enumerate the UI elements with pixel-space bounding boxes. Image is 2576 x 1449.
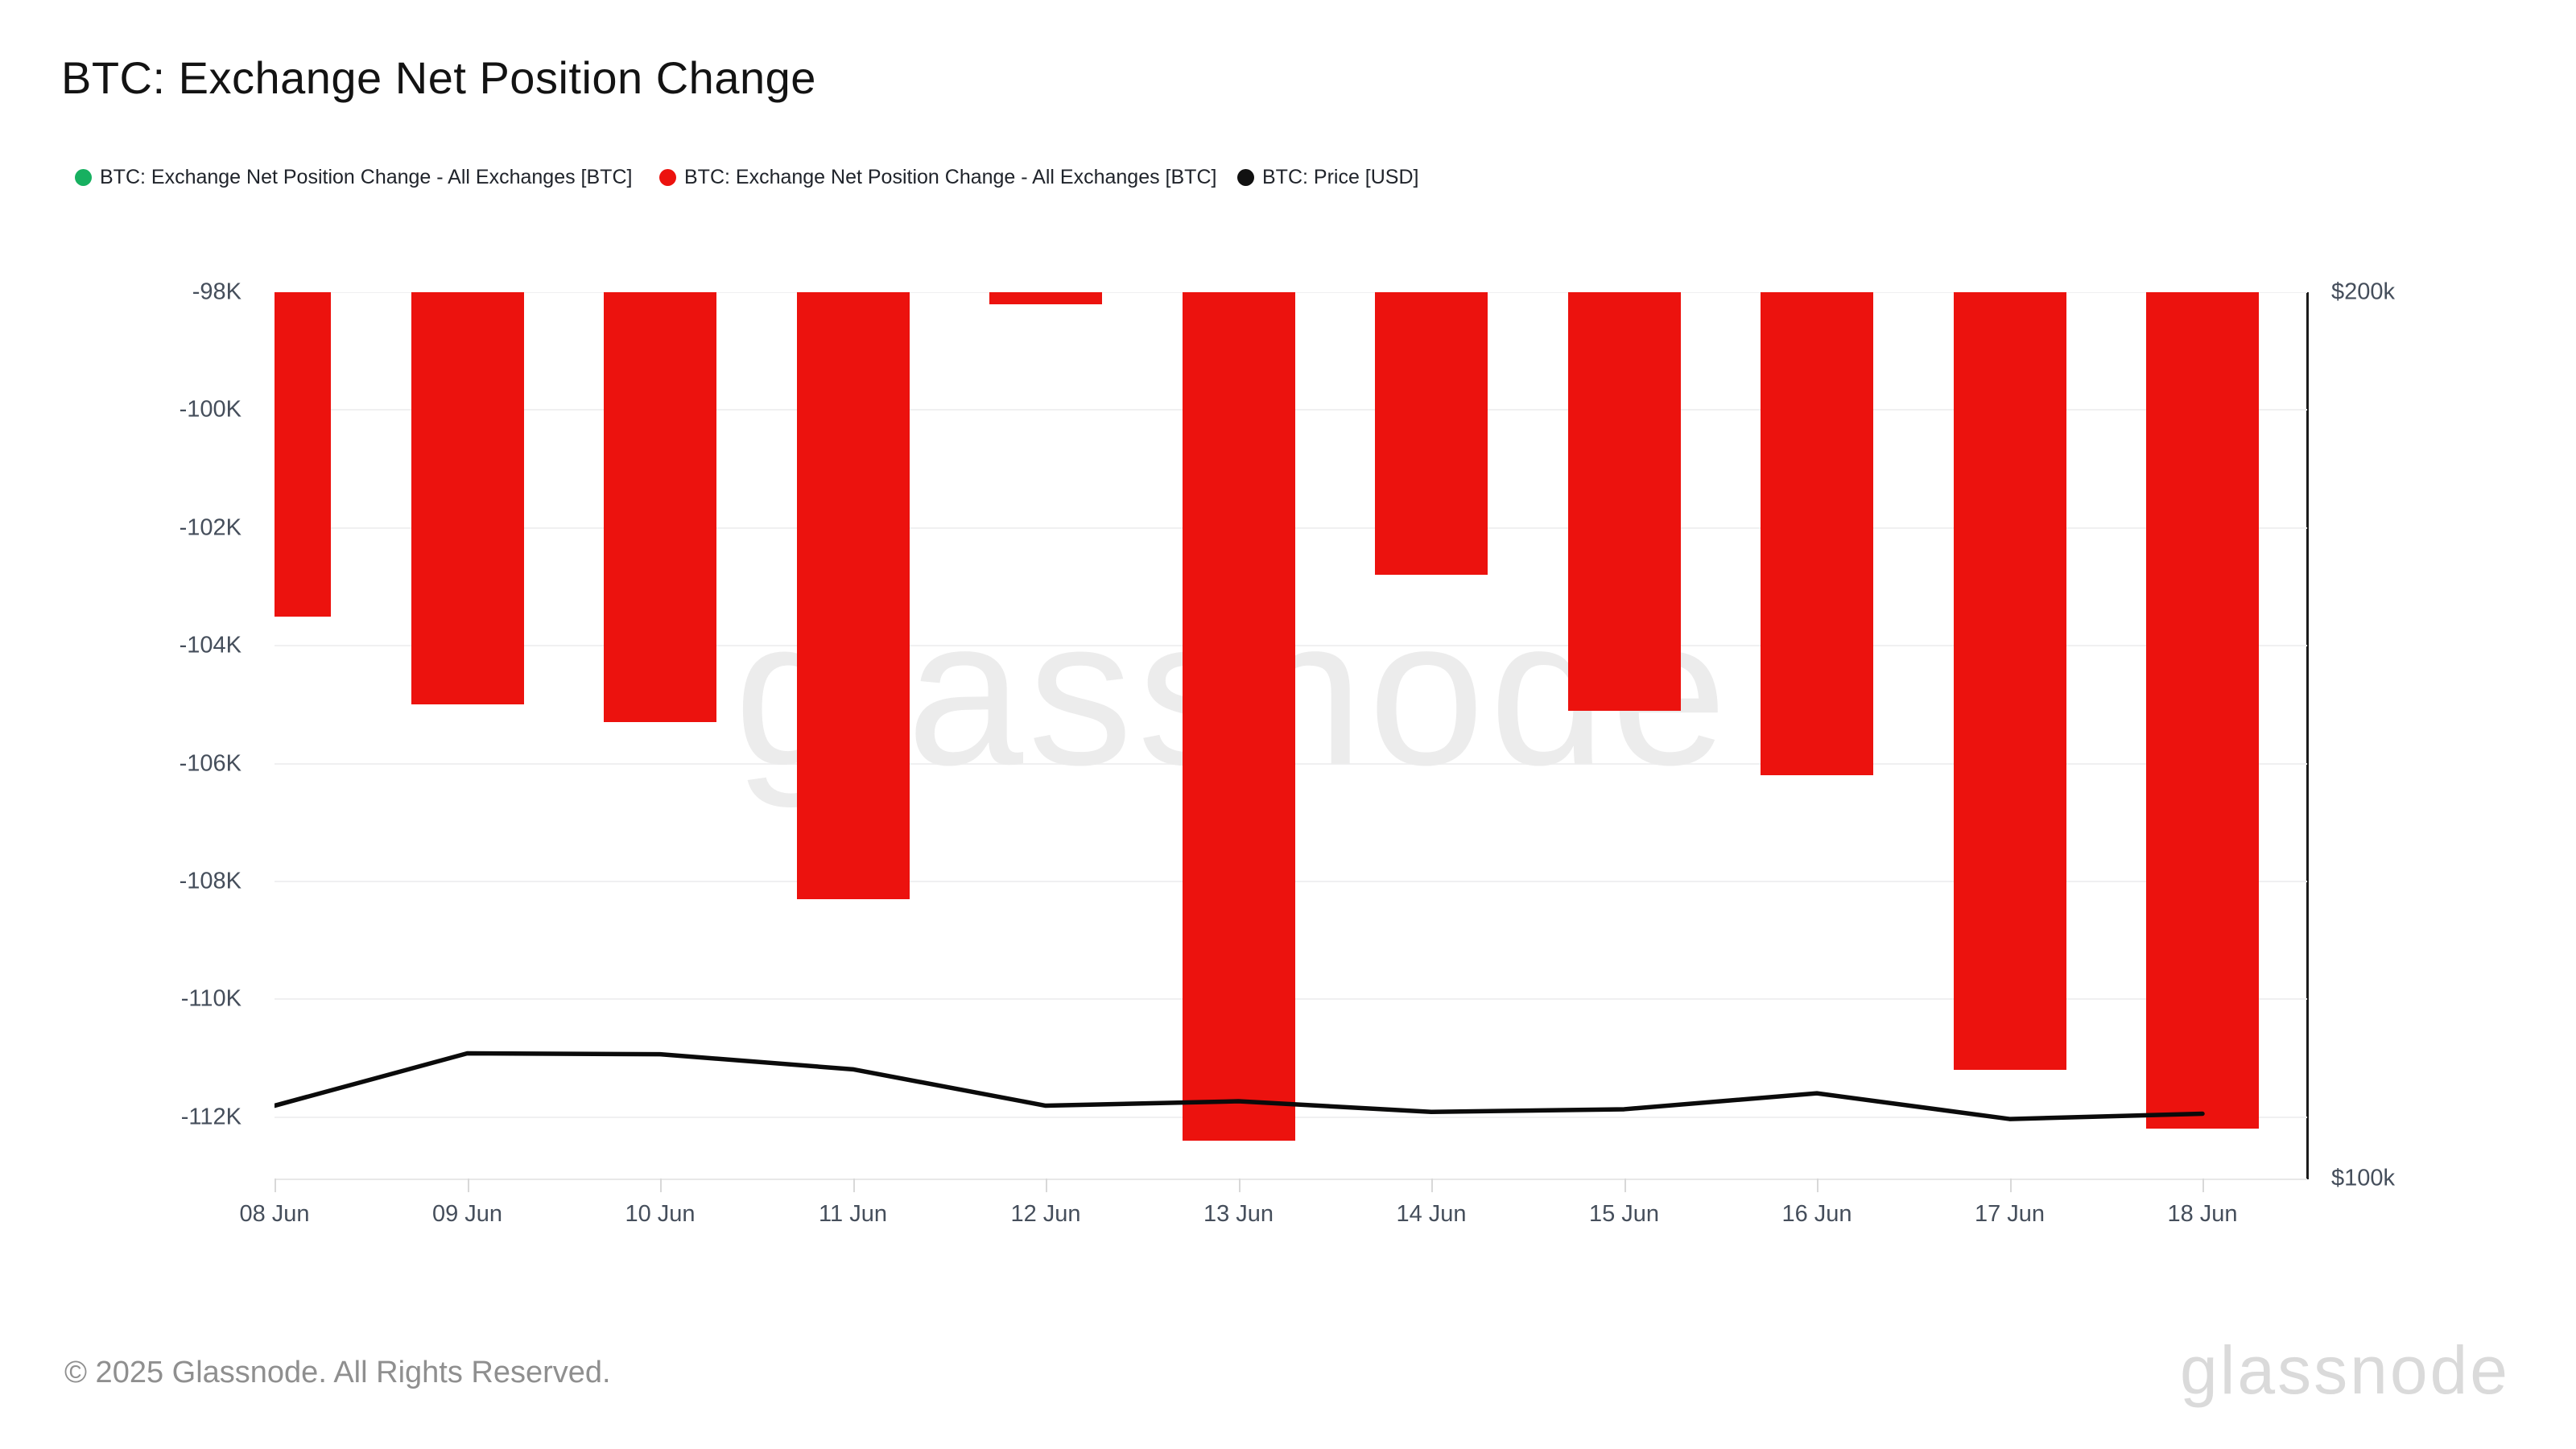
legend-label: BTC: Exchange Net Position Change - All … [684,165,1217,188]
x-axis-tick [1046,1179,1047,1192]
x-axis-tick [660,1179,662,1192]
bar-16-jun[interactable] [1761,292,1873,776]
x-label-12-jun: 12 Jun [1010,1201,1081,1227]
copyright-text: © 2025 Glassnode. All Rights Reserved. [64,1356,611,1389]
price-axis-top-label: $200k [2331,279,2396,305]
legend-label: BTC: Price [USD] [1262,165,1419,188]
y-axis-tick-label: -102K [179,514,242,541]
y-axis-tick-label: -106K [179,750,242,777]
x-axis-tick [1817,1179,1818,1192]
x-label-18-jun: 18 Jun [2167,1201,2238,1227]
legend-item-price[interactable]: BTC: Price [USD] [1237,159,1418,195]
bar-09-jun[interactable] [411,292,524,705]
x-label-09-jun: 09 Jun [431,1201,503,1227]
x-axis-tick [2202,1179,2204,1192]
bar-08-jun[interactable] [275,292,331,617]
bar-14-jun[interactable] [1375,292,1488,576]
y-axis-tick-label: -104K [179,632,242,658]
x-axis-baseline [275,1179,2307,1180]
plot-area: glassnode [275,292,2307,1179]
price-line [275,1051,2205,1121]
bar-12-jun[interactable] [989,292,1102,304]
x-axis-tick [1238,1179,1241,1192]
x-axis-tick [1624,1179,1626,1192]
glassnode-logo: glassnode [2180,1332,2510,1408]
legend-item-net-position-positive[interactable]: BTC: Exchange Net Position Change - All … [75,159,632,195]
x-axis-tick [1431,1179,1433,1192]
bar-17-jun[interactable] [1953,292,2066,1071]
bar-13-jun[interactable] [1182,292,1295,1141]
legend-dot-red-icon [659,168,676,186]
y-axis-tick-label: -100K [179,396,242,423]
bar-10-jun[interactable] [604,292,716,723]
x-axis-tick [852,1179,855,1192]
x-label-14-jun: 14 Jun [1396,1201,1467,1227]
price-axis-line [2306,292,2309,1179]
x-label-13-jun: 13 Jun [1203,1201,1274,1227]
x-label-15-jun: 15 Jun [1588,1201,1660,1227]
legend-label: BTC: Exchange Net Position Change - All … [100,165,633,188]
legend: BTC: Exchange Net Position Change - All … [0,159,2576,195]
y-axis-tick-label: -98K [192,279,242,305]
x-label-16-jun: 16 Jun [1781,1201,1852,1227]
y-axis-tick-label: -112K [180,1104,242,1130]
legend-dot-black-icon [1237,168,1254,186]
x-axis-tick [2009,1179,2012,1192]
bar-18-jun[interactable] [2146,292,2259,1129]
x-label-17-jun: 17 Jun [1974,1201,2046,1227]
legend-dot-green-icon [75,168,92,186]
x-axis-tick [467,1179,469,1192]
page-title: BTC: Exchange Net Position Change [61,52,816,103]
y-axis-tick-label: -110K [180,985,242,1012]
price-axis-bottom-label: $100k [2331,1165,2396,1191]
x-axis-tick [275,1179,276,1192]
x-label-11-jun: 11 Jun [819,1201,887,1227]
bar-15-jun[interactable] [1567,292,1681,711]
x-label-10-jun: 10 Jun [625,1201,696,1227]
x-label-08-jun: 08 Jun [239,1201,310,1227]
bar-11-jun[interactable] [796,292,910,899]
y-axis-tick-label: -108K [179,868,242,894]
legend-item-net-position-negative[interactable]: BTC: Exchange Net Position Change - All … [659,159,1216,195]
